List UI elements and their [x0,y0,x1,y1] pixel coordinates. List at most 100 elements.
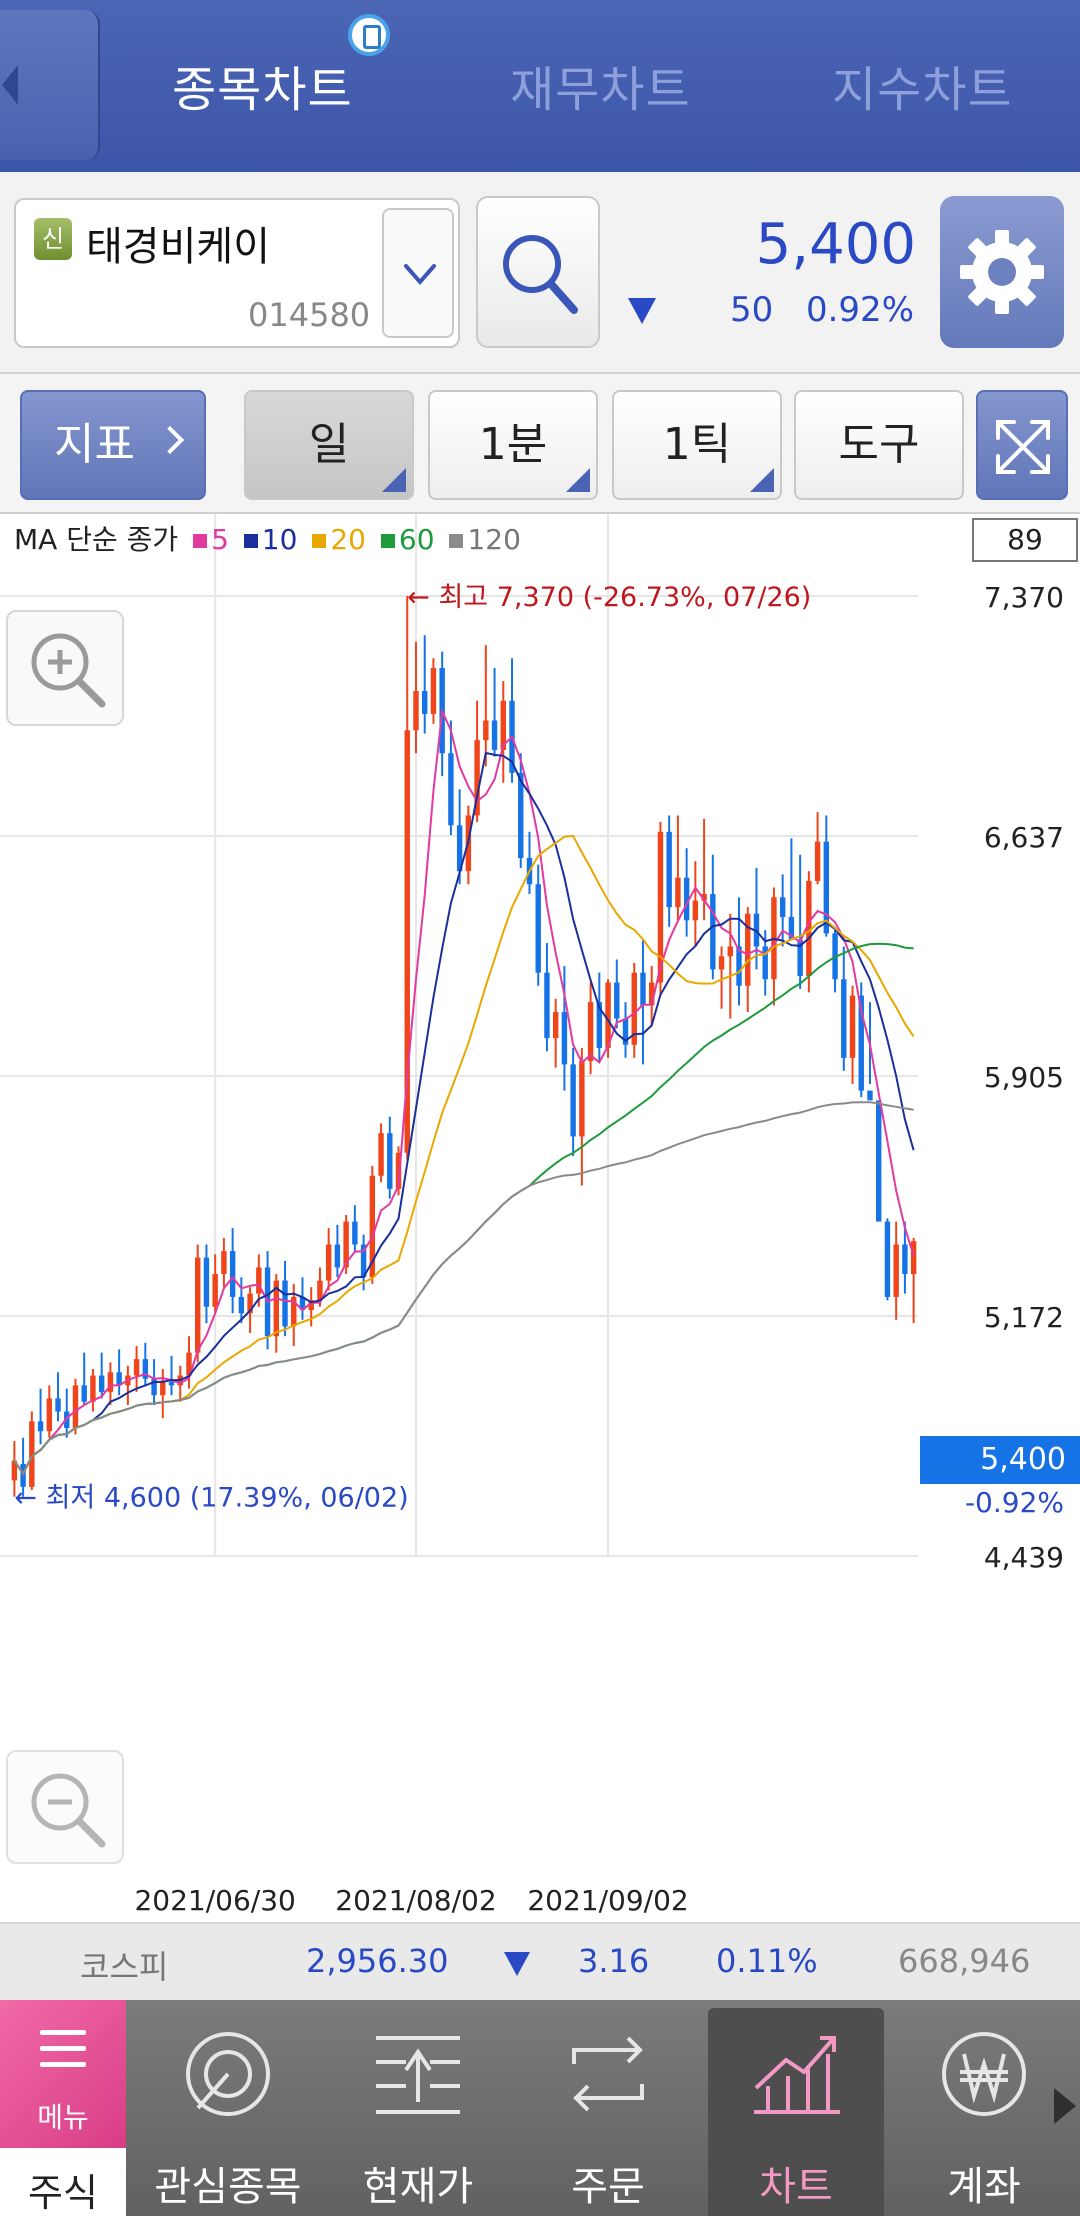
won-icon [942,2032,1026,2116]
candle-body [675,877,681,908]
stock-selector[interactable]: 신 태경비케이 014580 [14,198,460,348]
candle-body [247,1293,253,1314]
candle-body [212,1273,218,1307]
candlestick-chart[interactable]: 7,370 6,637 5,905 5,172 4,439 2021/06/30 2021/… [0,514,1080,1922]
candle-body [387,1133,393,1189]
candle-body [72,1385,79,1428]
sync-icon[interactable] [348,14,390,56]
price-chart[interactable]: 7,370 6,637 5,905 5,172 4,439 2021/06/30 2021/… [0,514,1080,1922]
price-board-icon [376,2036,460,2114]
nav-account[interactable]: 계좌 [896,2008,1072,2216]
candle-body [806,880,812,976]
search-button[interactable] [476,196,600,348]
period-tick-button[interactable]: 1틱 [612,390,782,500]
candle-body [579,1061,585,1137]
hamburger-icon [40,2030,86,2078]
candle-body [797,939,803,976]
ma-legend-item-5: 5 [193,523,229,556]
zoom-out-button[interactable] [6,1750,124,1864]
zoom-out-icon [31,1773,106,1848]
candle-body [762,946,768,980]
zoom-in-icon [31,633,106,708]
high-price-annotation: ← 최고 7,370 (-26.73%, 07/26) [407,582,811,613]
search-icon [503,235,578,314]
section-label: 주식 [28,2171,98,2215]
tab-index-chart[interactable]: 지수차트 [832,62,1013,118]
nav-order[interactable]: 주문 [520,2008,696,2216]
tab-stock-chart[interactable]: 종목차트 [172,62,353,118]
candle-body [683,877,690,921]
candle-body [552,1011,559,1039]
fullscreen-button[interactable] [976,390,1068,500]
nav-chart-label: 차트 [759,2164,833,2210]
candle-body [587,1002,594,1062]
nav-watchlist[interactable]: 관심종목 [140,2008,316,2216]
stock-dropdown-button[interactable] [382,208,454,338]
candle-body [474,740,480,816]
candle-body [81,1385,87,1402]
menu-button[interactable]: 메뉴 주식 [0,2000,126,2216]
candle-body [544,972,550,1039]
candle-body [273,1280,279,1337]
candle-body [256,1267,262,1294]
market-index-change: 3.16 [578,1942,650,1980]
candle-body [430,668,437,714]
candle-body [291,1296,297,1327]
settings-button[interactable] [940,196,1064,348]
x-tick-label: 2021/06/30 [134,1884,295,1917]
candle-body [858,995,864,1091]
nav-chart[interactable]: 차트 [708,2008,884,2216]
candle-count-box[interactable]: 89 [972,518,1078,562]
candle-body [518,772,524,859]
ma-legend-item-10: 10 [243,523,297,556]
ma-line-5 [13,707,915,1476]
last-price-rate: -0.92% [964,1486,1064,1519]
candle-body [229,1251,236,1297]
candle-body [614,982,620,1019]
nav-current-price[interactable]: 현재가 [330,2008,506,2216]
period-day-button[interactable]: 일 [244,390,414,500]
market-index-strip[interactable]: 코스피 2,956.30 3.16 0.11% 668,946 [0,1922,1080,2000]
candle-body [727,946,733,957]
period-day-label: 일 [308,419,350,470]
candle-body [640,972,646,1006]
candle-body [195,1257,201,1353]
nav-more-arrow-icon[interactable] [1054,2088,1076,2124]
price-down-arrow-icon [628,298,656,324]
ma-line-120 [13,1101,914,1476]
indicator-button[interactable]: 지표 [20,390,206,500]
market-index-value: 2,956.30 [306,1942,449,1980]
period-minute-button[interactable]: 1분 [428,390,598,500]
candle-body [360,1244,367,1278]
candle-body [186,1352,192,1376]
chevron-right-icon [155,425,185,455]
tab-finance-chart[interactable]: 재무차트 [510,62,691,118]
current-price: 5,400 [755,212,916,277]
zoom-in-button[interactable] [6,610,124,726]
back-button[interactable] [0,10,100,160]
x-tick-label: 2021/08/02 [335,1884,496,1917]
candle-body [893,1244,899,1297]
candle-body [11,1460,18,1481]
candle-body [666,831,672,908]
candle-body [46,1398,52,1432]
candle-body [500,700,506,750]
nav-order-label: 주문 [571,2164,645,2210]
last-price-tag: 5,400 [920,1436,1080,1484]
y-tick-label: 6,637 [984,821,1064,854]
candle-body [133,1359,140,1376]
ma-legend-item-60: 60 [380,523,435,556]
candle-body [841,979,847,1058]
candle-body [692,900,699,921]
candle-body [352,1221,358,1245]
market-index-rate: 0.11% [716,1942,818,1980]
candle-body [90,1375,96,1402]
nav-watchlist-label: 관심종목 [154,2164,302,2210]
candle-body [448,753,454,826]
indicator-label: 지표 [54,419,135,470]
candle-body [107,1372,114,1392]
drawing-tool-button[interactable]: 도구 [794,390,964,500]
candle-body [317,1280,323,1301]
candle-body [631,972,637,1045]
candle-body [849,995,856,1058]
